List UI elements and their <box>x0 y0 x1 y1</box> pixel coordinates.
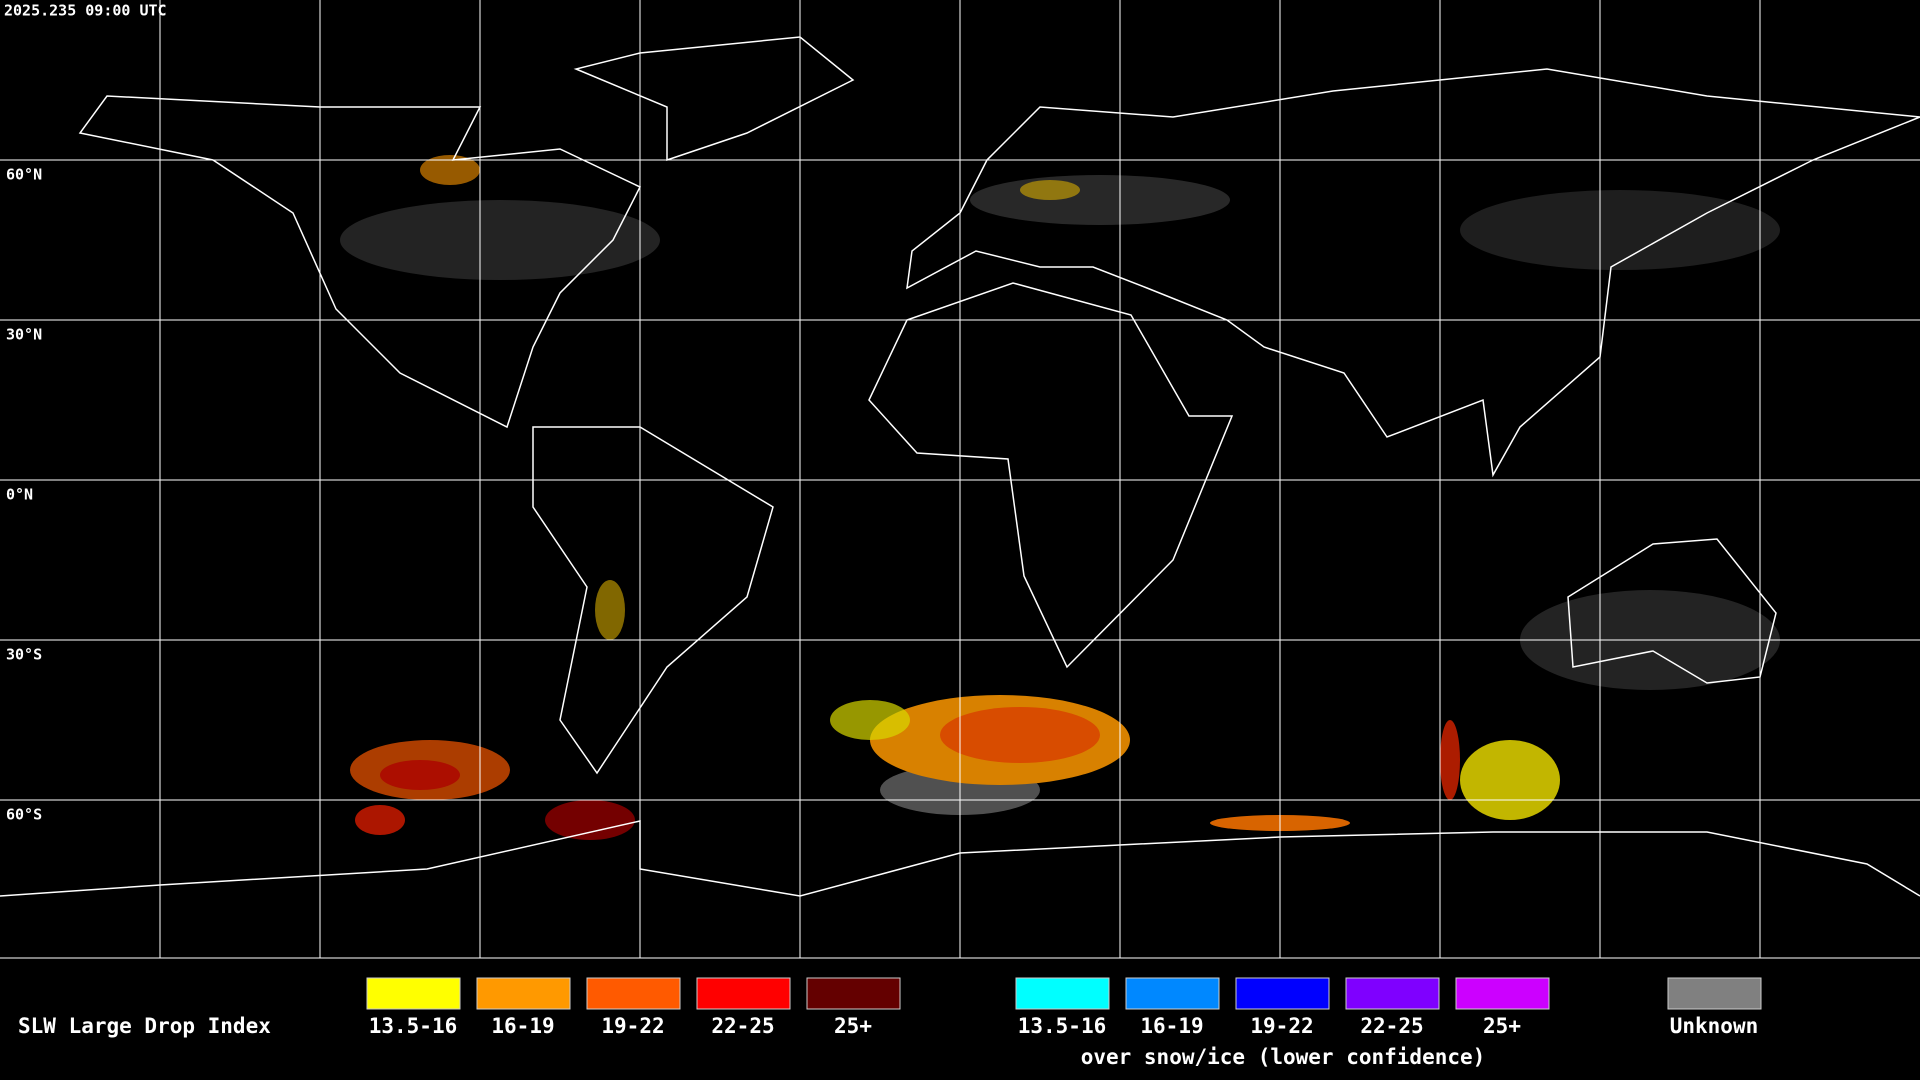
legend: SLW Large Drop Index over snow/ice (lowe… <box>18 977 1762 1069</box>
legend-label: 25+ <box>834 1014 872 1038</box>
timestamp: 2025.235 09:00 UTC <box>4 2 167 20</box>
drop-cloud <box>355 805 405 835</box>
drop-cloud <box>420 155 480 185</box>
drop-cloud <box>380 760 460 790</box>
legend-swatch <box>696 977 791 1010</box>
legend-swatch <box>586 977 681 1010</box>
coastlines <box>0 36 1920 897</box>
greenland <box>573 36 855 162</box>
eurasia <box>906 68 1920 478</box>
legend-label: 25+ <box>1483 1014 1521 1038</box>
legend-swatch <box>366 977 461 1010</box>
australia <box>1567 538 1777 684</box>
legend-swatch <box>1667 977 1762 1010</box>
latitude-label: 60°S <box>6 806 42 824</box>
legend-swatch <box>1345 977 1440 1010</box>
legend-swatch <box>476 977 571 1010</box>
drop-cloud <box>1020 180 1080 200</box>
legend-label: 16-19 <box>491 1014 554 1038</box>
latitude-label: 30°N <box>6 326 42 344</box>
legend-label: 13.5-16 <box>369 1014 458 1038</box>
south-america <box>532 426 774 775</box>
legend-label: 19-22 <box>601 1014 664 1038</box>
legend-label: 22-25 <box>711 1014 774 1038</box>
north-america <box>78 95 642 429</box>
antarctica <box>0 820 1920 897</box>
africa <box>868 282 1234 669</box>
legend-swatch <box>1235 977 1330 1010</box>
legend-label: 13.5-16 <box>1018 1014 1107 1038</box>
unknown-cloud <box>970 175 1230 225</box>
latitude-labels: 60°N 30°N 0°N 30°S 60°S <box>6 166 42 824</box>
drop-cloud <box>940 707 1100 763</box>
legend-swatch <box>1125 977 1220 1010</box>
drop-cloud <box>1440 720 1460 800</box>
legend-swatch <box>1015 977 1110 1010</box>
drop-cloud <box>595 580 625 640</box>
latitude-label: 0°N <box>6 486 33 504</box>
drop-cloud <box>545 800 635 840</box>
legend-title: SLW Large Drop Index <box>18 1014 271 1038</box>
legend-caption: over snow/ice (lower confidence) <box>1081 1045 1486 1069</box>
unknown-cloud <box>340 200 660 280</box>
legend-swatch <box>1455 977 1550 1010</box>
graticule <box>0 0 1920 959</box>
legend-label: 19-22 <box>1250 1014 1313 1038</box>
latitude-label: 60°N <box>6 166 42 184</box>
legend-swatch <box>806 977 901 1010</box>
drop-cloud <box>830 700 910 740</box>
latitude-label: 30°S <box>6 646 42 664</box>
legend-label: Unknown <box>1670 1014 1759 1038</box>
legend-label: 16-19 <box>1140 1014 1203 1038</box>
drop-cloud <box>1460 740 1560 820</box>
unknown-cloud <box>1460 190 1780 270</box>
legend-label: 22-25 <box>1360 1014 1423 1038</box>
